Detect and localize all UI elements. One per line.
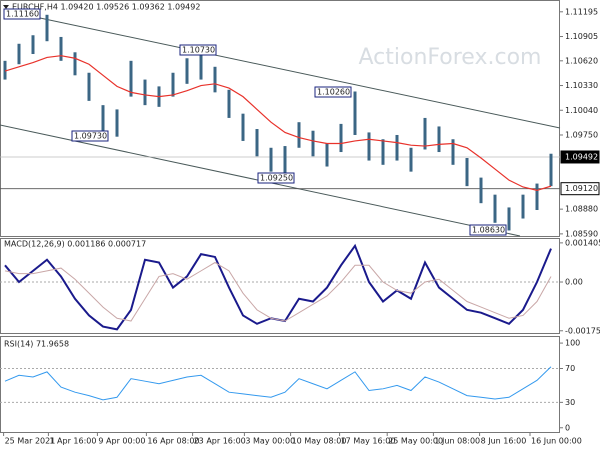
price-label: 1.09492 xyxy=(565,152,598,161)
annotation: 1.11160 xyxy=(6,10,39,19)
y-tick-label: 1.10905 xyxy=(565,32,598,41)
y-tick-label: -0.00175 xyxy=(565,326,600,335)
x-tick-label: 9 Apr 00:00 xyxy=(98,437,145,446)
x-tick-label: 8 Jun 16:00 xyxy=(481,437,527,446)
x-tick-label: 1 Jun 08:00 xyxy=(434,437,480,446)
x-tick-label: 1 Apr 16:00 xyxy=(49,437,96,446)
panel-title: RSI(14) 71.9658 xyxy=(4,340,69,349)
y-tick-label: 1.09750 xyxy=(565,130,598,139)
x-tick-label: 16 Jun 00:00 xyxy=(531,437,582,446)
moving-average xyxy=(4,55,552,192)
indicator-line xyxy=(4,366,552,401)
annotation-box xyxy=(314,86,352,98)
price-panel xyxy=(0,0,560,237)
annotation: 1.09730 xyxy=(74,132,107,141)
annotation: 1.10260 xyxy=(317,88,350,97)
x-tick-label: 16 Apr 08:00 xyxy=(147,437,199,446)
y-tick-label: 1.10040 xyxy=(565,106,598,115)
channel-upper xyxy=(39,17,561,129)
y-tick-label: 70 xyxy=(565,364,575,373)
header: EURCHF,H4 1.09420 1.09526 1.09362 1.0949… xyxy=(12,3,200,12)
indicator-line xyxy=(4,243,552,331)
price-label-box xyxy=(560,182,600,196)
y-tick-label: 1.08590 xyxy=(565,229,598,238)
macd-panel xyxy=(0,238,560,334)
y-tick-label: 0 xyxy=(565,423,570,432)
y-tick-label: 1.11195 xyxy=(565,7,598,16)
y-tick-label: 1.08880 xyxy=(565,205,598,214)
y-tick-label: 30 xyxy=(565,398,575,407)
annotation: 1.10730 xyxy=(182,46,215,55)
menu-arrow xyxy=(3,5,9,9)
y-tick-label: 0.001405 xyxy=(565,238,600,247)
annotation: 1.08630 xyxy=(472,226,505,235)
x-tick-label: 3 May 00:00 xyxy=(245,437,295,446)
price-label: 1.09120 xyxy=(565,184,598,193)
panel-title: MACD(12,26,9) 0.001186 0.000717 xyxy=(4,240,146,249)
y-tick-label: 1.10330 xyxy=(565,81,598,90)
annotation-box xyxy=(257,172,295,184)
x-tick-label: 25 Mar 2021 xyxy=(5,437,56,446)
annotation-box xyxy=(3,8,41,20)
rsi-panel xyxy=(0,336,560,433)
annotation: 1.09250 xyxy=(260,174,293,183)
y-tick-label: 100 xyxy=(565,339,580,348)
x-tick-label: 17 May 16:00 xyxy=(341,437,396,446)
y-tick-label: 1.10620 xyxy=(565,56,598,65)
annotation-box xyxy=(179,44,217,56)
x-tick-label: 25 May 00:00 xyxy=(388,437,443,446)
x-tick-label: 23 Apr 16:00 xyxy=(194,437,246,446)
annotation-box xyxy=(71,130,109,142)
indicator-line xyxy=(4,261,552,322)
annotation-box xyxy=(469,224,507,236)
watermark: ActionForex.com xyxy=(359,45,542,70)
price-label-box xyxy=(560,150,600,164)
x-tick-label: 10 May 08:00 xyxy=(292,437,347,446)
y-tick-label: 0.00 xyxy=(565,278,583,287)
